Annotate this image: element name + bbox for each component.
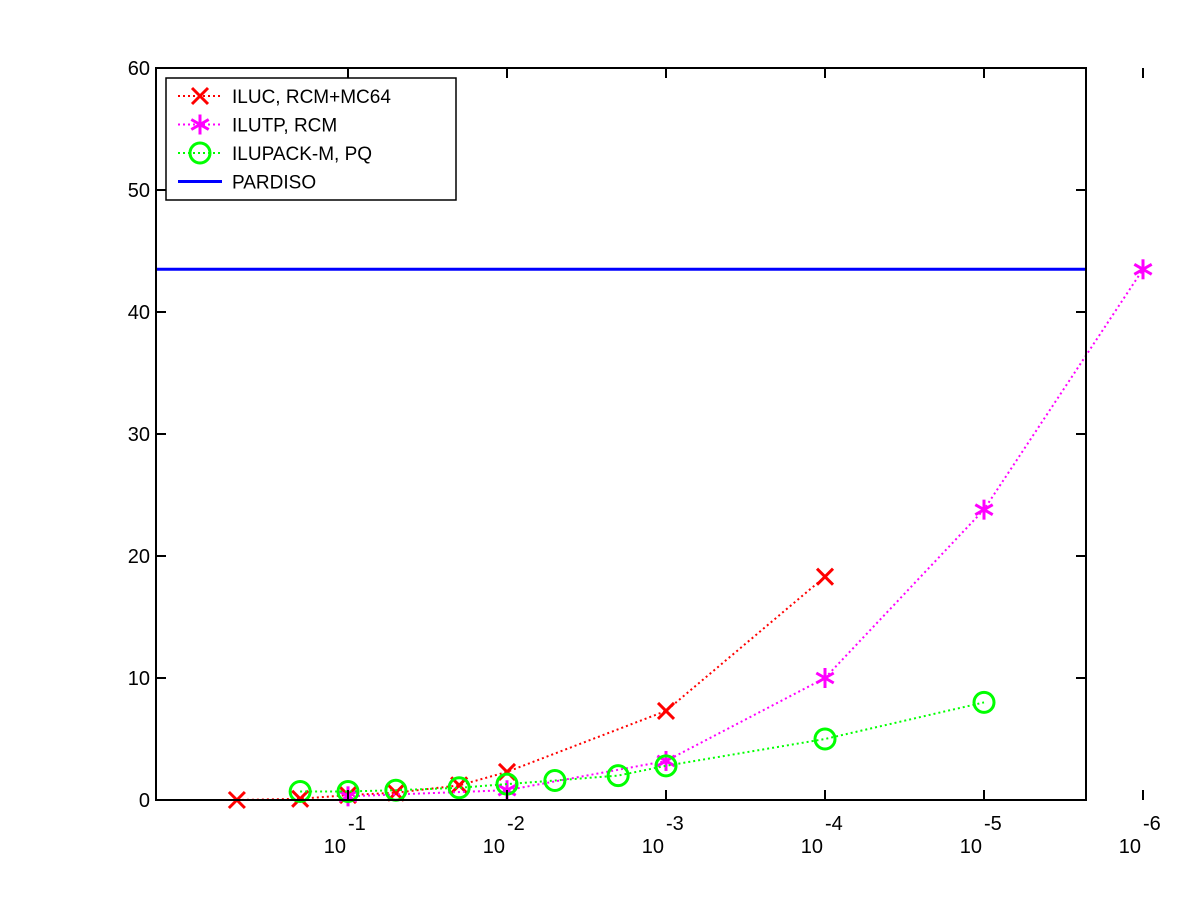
legend-swatch-marker-3 <box>188 141 212 165</box>
legend-entry-4: PARDISO <box>178 173 316 194</box>
series-1-point-8 <box>815 567 835 586</box>
x-tick-label-base-2: 10 <box>483 836 505 858</box>
legend-entry-2: ILUTP, RCM <box>178 114 337 137</box>
series-3-point-4 <box>447 776 471 800</box>
legend-entry-1: ILUC, RCM+MC64 <box>178 86 391 108</box>
legend-entry-3: ILUPACK-M, PQ <box>178 141 372 165</box>
series-3-point-8-ring <box>654 754 678 778</box>
series-2-line <box>347 268 1144 798</box>
series-3-point-2 <box>336 779 360 803</box>
legend-swatch-marker-1-stroke-b <box>190 86 210 106</box>
y-tick-label-6: 50 <box>128 180 150 202</box>
series-3-point-7 <box>606 764 630 788</box>
x-tick-label-exponent-5: -5 <box>984 813 1002 835</box>
series-3-point-8 <box>654 754 678 778</box>
series-3-point-7-ring <box>606 764 630 788</box>
series-3-point-6-ring <box>543 768 567 792</box>
series-3-point-2-ring <box>336 779 360 803</box>
series-3-point-1 <box>288 779 312 803</box>
legend-label-3: ILUPACK-M, PQ <box>232 144 372 165</box>
legend-swatch-marker-3-ring <box>188 141 212 165</box>
legend-swatch-marker-2-stroke-c <box>190 118 210 131</box>
series-1-point-2 <box>291 789 310 808</box>
series-2-point-5-stroke-c <box>974 503 994 516</box>
series-3-point-9 <box>813 727 837 751</box>
series-3-point-9-ring <box>813 727 837 751</box>
x-tick-label-base-1: 10 <box>324 836 346 858</box>
series-3 <box>288 690 996 803</box>
legend-swatch-marker-2 <box>190 114 210 135</box>
series-2-point-5 <box>974 499 994 520</box>
series-2-point-4 <box>815 668 835 688</box>
x-tick-label-exponent-3: -3 <box>666 813 684 835</box>
y-tick-label-3: 20 <box>128 546 150 568</box>
x-tick-label-base-6: 10 <box>1119 836 1141 858</box>
series-1-point-2-stroke-b <box>291 789 310 808</box>
legend-label-1: ILUC, RCM+MC64 <box>232 87 391 108</box>
series-3-point-6 <box>543 768 567 792</box>
legend: ILUC, RCM+MC64 ILUTP, RCM ILUPACK-M, PQ PAR… <box>165 77 457 201</box>
series-3-line <box>300 701 985 793</box>
x-tick-label-base-5: 10 <box>960 836 982 858</box>
series-2-point-6 <box>1133 259 1153 280</box>
x-tick-label-base-3: 10 <box>642 836 664 858</box>
y-tick-label-7: 60 <box>128 58 150 80</box>
series-1-point-7 <box>656 701 676 721</box>
series-1-point-8-stroke-b <box>815 567 835 586</box>
series-3-point-4-ring <box>447 776 471 800</box>
y-tick-label-2: 10 <box>128 668 150 690</box>
series-1-point-7-stroke-b <box>656 701 676 721</box>
series-3-point-10-ring <box>972 690 996 714</box>
y-tick-label-5: 40 <box>128 302 150 324</box>
series-3-point-10 <box>972 690 996 714</box>
series-2-point-6-stroke-c <box>1133 262 1153 276</box>
legend-label-2: ILUTP, RCM <box>232 116 337 137</box>
legend-label-4: PARDISO <box>232 173 316 194</box>
x-tick-label-base-4: 10 <box>801 836 823 858</box>
legend-swatch-marker-1 <box>190 86 210 106</box>
x-tick-label-exponent-4: -4 <box>825 813 843 835</box>
x-tick-label-exponent-2: -2 <box>507 813 525 835</box>
series-2-point-4-stroke-c <box>815 671 835 685</box>
y-tick-label-1: 0 <box>139 790 150 812</box>
series-3-point-1-ring <box>288 779 312 803</box>
x-tick-label-exponent-1: -1 <box>348 813 366 835</box>
legend-box <box>165 77 457 201</box>
x-tick-label-exponent-6: -6 <box>1143 813 1161 835</box>
y-tick-label-4: 30 <box>128 424 150 446</box>
